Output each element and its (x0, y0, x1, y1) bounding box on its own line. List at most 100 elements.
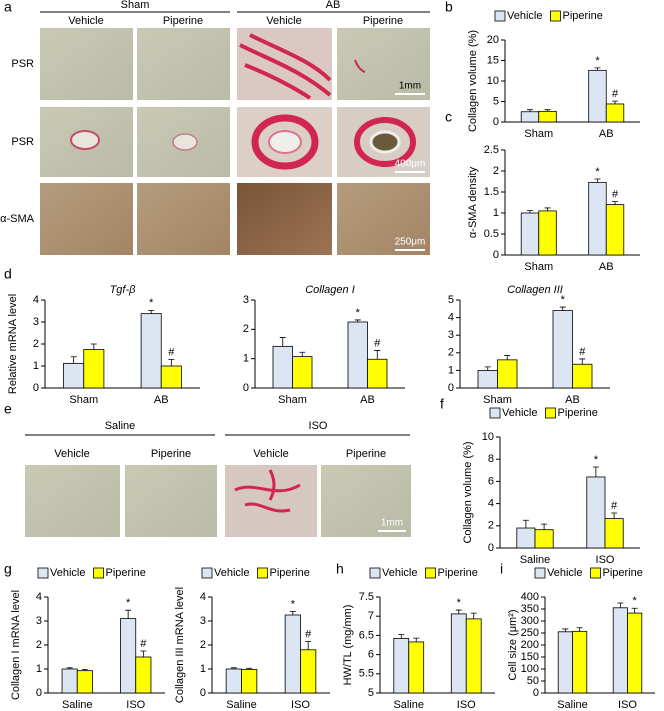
legend-swatch (201, 567, 213, 579)
annotation: * (595, 55, 600, 67)
bar (627, 612, 643, 694)
error-bar (526, 109, 533, 112)
bar (225, 668, 242, 694)
error-bar (230, 667, 237, 669)
x-tick-label: AB (154, 394, 169, 406)
error-bar (354, 319, 361, 322)
legend-label: Piperine (602, 567, 642, 579)
error-bar (526, 210, 533, 213)
error-bar (612, 201, 619, 205)
bar (520, 111, 540, 123)
vessel (172, 133, 198, 151)
legend-label: Piperine (269, 567, 309, 579)
bar (393, 638, 410, 694)
micrograph (237, 183, 332, 255)
legend-swatch (369, 567, 381, 579)
legend-label: Piperine (105, 567, 145, 579)
y-tick-label: 5 (368, 687, 374, 699)
bar (516, 527, 536, 549)
legend-label: Piperine (437, 567, 477, 579)
bar (465, 618, 482, 694)
bar (586, 476, 606, 549)
bar (497, 359, 518, 389)
panel-letter: b (445, 0, 453, 15)
y-tick-label: 7 (368, 610, 374, 622)
stain (234, 469, 301, 513)
legend-label: Vehicle (547, 567, 582, 579)
row-label: PSR (11, 136, 34, 148)
y-tick-label: 1 (200, 663, 206, 675)
micrograph (137, 183, 230, 255)
bar (63, 362, 85, 389)
bar (572, 630, 588, 694)
annotation: # (305, 628, 312, 640)
annotation: # (611, 500, 618, 512)
error-bar (168, 359, 175, 366)
vessel (70, 130, 100, 150)
x-tick-label: AB (599, 261, 614, 273)
annotation: # (612, 189, 619, 201)
legend-label: Vehicle (507, 10, 542, 22)
vessel (354, 117, 416, 167)
image-grid-e: Saline ISO Vehicle Piperine Vehicle Pipe… (25, 420, 411, 537)
y-tick-label: 3 (243, 294, 249, 306)
y-tick-label: 2 (33, 338, 39, 350)
x-tick-label: Saline (393, 699, 424, 711)
legend-swatch (425, 567, 436, 579)
y-tick-label: 3 (36, 615, 42, 627)
error-bar (617, 602, 624, 608)
bar (300, 649, 317, 694)
scale-label: 1mm (399, 81, 421, 92)
y-tick-label: 2 (493, 165, 499, 177)
y-tick-label: 1 (493, 207, 499, 219)
bar (76, 670, 93, 694)
legend-swatch (494, 10, 506, 22)
bar (520, 212, 540, 256)
legend-label: Vehicle (382, 567, 417, 579)
x-tick-label: ISO (291, 699, 310, 711)
error-bar (594, 178, 601, 183)
x-tick-label: AB (360, 394, 375, 406)
y-tick-label: 350 (521, 603, 539, 615)
column-label: Vehicle (253, 448, 288, 460)
legend-label: Piperine (557, 407, 597, 419)
error-bar (140, 650, 147, 657)
y-tick-label: 3 (33, 316, 39, 328)
legend-swatch (489, 407, 501, 419)
x-tick-label: AB (599, 128, 614, 140)
bar (538, 210, 557, 256)
y-tick-label: 2 (36, 639, 42, 651)
error-bar (594, 67, 601, 71)
bar (605, 204, 625, 256)
y-axis-label: Collagen volume (%) (462, 441, 474, 543)
chart-title: Collagen I (305, 284, 355, 296)
bar (61, 668, 78, 694)
bar (272, 345, 293, 389)
row-label: PSR (11, 58, 34, 70)
y-tick-label: 4 (36, 591, 42, 603)
panel-letter: d (4, 266, 12, 282)
column-label: Piperine (163, 15, 203, 27)
y-tick-label: 1 (448, 364, 454, 376)
y-tick-label: 1 (33, 360, 39, 372)
legend-swatch (545, 407, 556, 419)
x-tick-label: AB (565, 394, 580, 406)
y-tick-label: 250 (521, 627, 539, 639)
y-tick-label: 0 (36, 687, 42, 699)
micrograph (25, 465, 120, 537)
x-tick-label: ISO (126, 699, 145, 711)
annotation: * (561, 294, 566, 306)
panel-letter: a (4, 0, 12, 15)
bar (588, 69, 607, 123)
x-tick-label: ISO (596, 554, 615, 566)
column-label: Piperine (151, 448, 191, 460)
error-bar (612, 100, 619, 104)
error-bar (522, 519, 529, 529)
annotation: * (291, 598, 296, 610)
y-tick-label: 15 (487, 54, 499, 66)
annotation: * (149, 297, 154, 309)
y-tick-label: 100 (521, 663, 539, 675)
group-label: Saline (105, 420, 136, 432)
column-label: Vehicle (68, 15, 103, 27)
